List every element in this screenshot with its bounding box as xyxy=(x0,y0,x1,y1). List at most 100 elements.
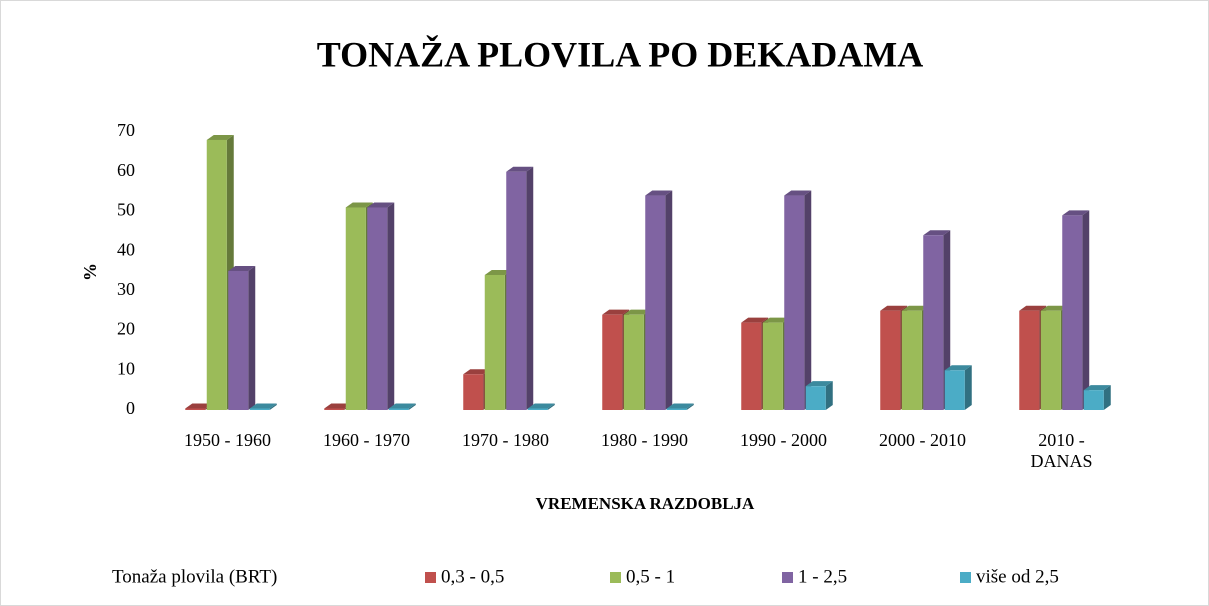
y-tick-label: 70 xyxy=(117,120,135,140)
bar-top xyxy=(1019,305,1047,311)
bar xyxy=(527,408,548,410)
bar xyxy=(762,322,783,410)
bar-top xyxy=(1040,305,1068,311)
bar xyxy=(1040,310,1061,410)
bar-side xyxy=(686,403,694,410)
legend-swatch xyxy=(782,572,793,583)
bar-side xyxy=(804,190,812,410)
bar-top xyxy=(1083,385,1111,391)
x-tick-label: 2010 - DANAS xyxy=(1030,430,1093,471)
y-tick-label: 20 xyxy=(117,319,135,339)
bar-top xyxy=(623,309,651,315)
bar-top xyxy=(741,317,769,323)
bar xyxy=(784,195,805,410)
bar-top xyxy=(805,381,833,387)
bar-side xyxy=(387,202,395,410)
y-tick-label: 0 xyxy=(126,398,135,418)
bar xyxy=(367,207,388,410)
bar-top xyxy=(901,305,929,311)
bar-top xyxy=(484,269,512,275)
bar xyxy=(228,271,249,410)
bar xyxy=(484,274,505,410)
bar-top xyxy=(880,305,908,311)
legend-label: 1 - 2,5 xyxy=(798,566,847,587)
x-tick-label: 1970 - 1980 xyxy=(462,430,549,450)
bar-side xyxy=(1082,210,1090,410)
bar-top xyxy=(388,403,416,409)
bar-top xyxy=(645,190,673,196)
bar-side xyxy=(825,381,833,410)
x-axis-label: VREMENSKA RAZDOBLJA xyxy=(536,494,755,513)
bar-side xyxy=(526,166,534,410)
bar-side xyxy=(1103,385,1111,410)
bar-top xyxy=(666,403,694,409)
bar xyxy=(602,314,623,410)
x-tick-label: 1950 - 1960 xyxy=(184,430,271,450)
bar-top xyxy=(602,309,630,315)
bar-top xyxy=(944,365,972,371)
bar xyxy=(506,171,527,410)
x-tick-label: 1980 - 1990 xyxy=(601,430,688,450)
bar-side xyxy=(248,266,256,410)
bar xyxy=(345,207,366,410)
legend-swatch xyxy=(610,572,621,583)
bar-top xyxy=(506,166,534,172)
bar xyxy=(741,322,762,410)
bar xyxy=(249,408,270,410)
bar-top xyxy=(762,317,790,323)
x-tick-label: 1960 - 1970 xyxy=(323,430,410,450)
bar-top xyxy=(784,190,812,196)
y-tick-label: 10 xyxy=(117,358,135,378)
legend-label: više od 2,5 xyxy=(976,566,1059,587)
bar-top xyxy=(249,403,277,409)
bar xyxy=(880,310,901,410)
bar xyxy=(666,408,687,410)
bar-side xyxy=(964,365,972,410)
bar xyxy=(645,195,666,410)
bar-top xyxy=(228,266,256,271)
bar-side xyxy=(269,403,277,410)
legend-title: Tonaža plovila (BRT) xyxy=(112,566,277,587)
bar-side xyxy=(665,190,673,410)
bar xyxy=(805,386,826,410)
bar xyxy=(463,374,484,410)
bar-top xyxy=(345,202,373,208)
bar xyxy=(388,408,409,410)
chart-title: TONAŽA PLOVILA PO DEKADAMA xyxy=(317,34,923,74)
bar xyxy=(944,370,965,410)
bar xyxy=(901,310,922,410)
bar-side xyxy=(408,403,416,410)
bar xyxy=(185,408,206,410)
bar-top xyxy=(1062,210,1090,216)
x-tick-label: 2000 - 2010 xyxy=(879,430,966,450)
legend-label: 0,3 - 0,5 xyxy=(441,566,504,587)
bar xyxy=(923,235,944,410)
legend-swatch xyxy=(425,572,436,583)
bar-side xyxy=(943,230,951,410)
bar-side xyxy=(547,403,555,410)
bar xyxy=(1083,390,1104,410)
bar-top xyxy=(463,369,491,375)
y-tick-label: 40 xyxy=(117,239,135,259)
x-tick-label: 1990 - 2000 xyxy=(740,430,827,450)
legend-label: 0,5 - 1 xyxy=(626,566,675,587)
bar-top xyxy=(206,134,234,140)
bar xyxy=(1019,310,1040,410)
bar xyxy=(623,314,644,410)
bar-top xyxy=(185,403,213,409)
legend-swatch xyxy=(960,572,971,583)
y-axis-label: % xyxy=(80,263,100,281)
bar xyxy=(206,139,227,410)
bar-top xyxy=(923,230,951,236)
bar-top xyxy=(367,202,395,208)
y-tick-label: 60 xyxy=(117,160,135,180)
bar xyxy=(1062,215,1083,410)
y-tick-label: 50 xyxy=(117,200,135,220)
bar xyxy=(324,408,345,410)
y-tick-label: 30 xyxy=(117,279,135,299)
bar-top xyxy=(527,403,555,409)
bar-top xyxy=(324,403,352,409)
